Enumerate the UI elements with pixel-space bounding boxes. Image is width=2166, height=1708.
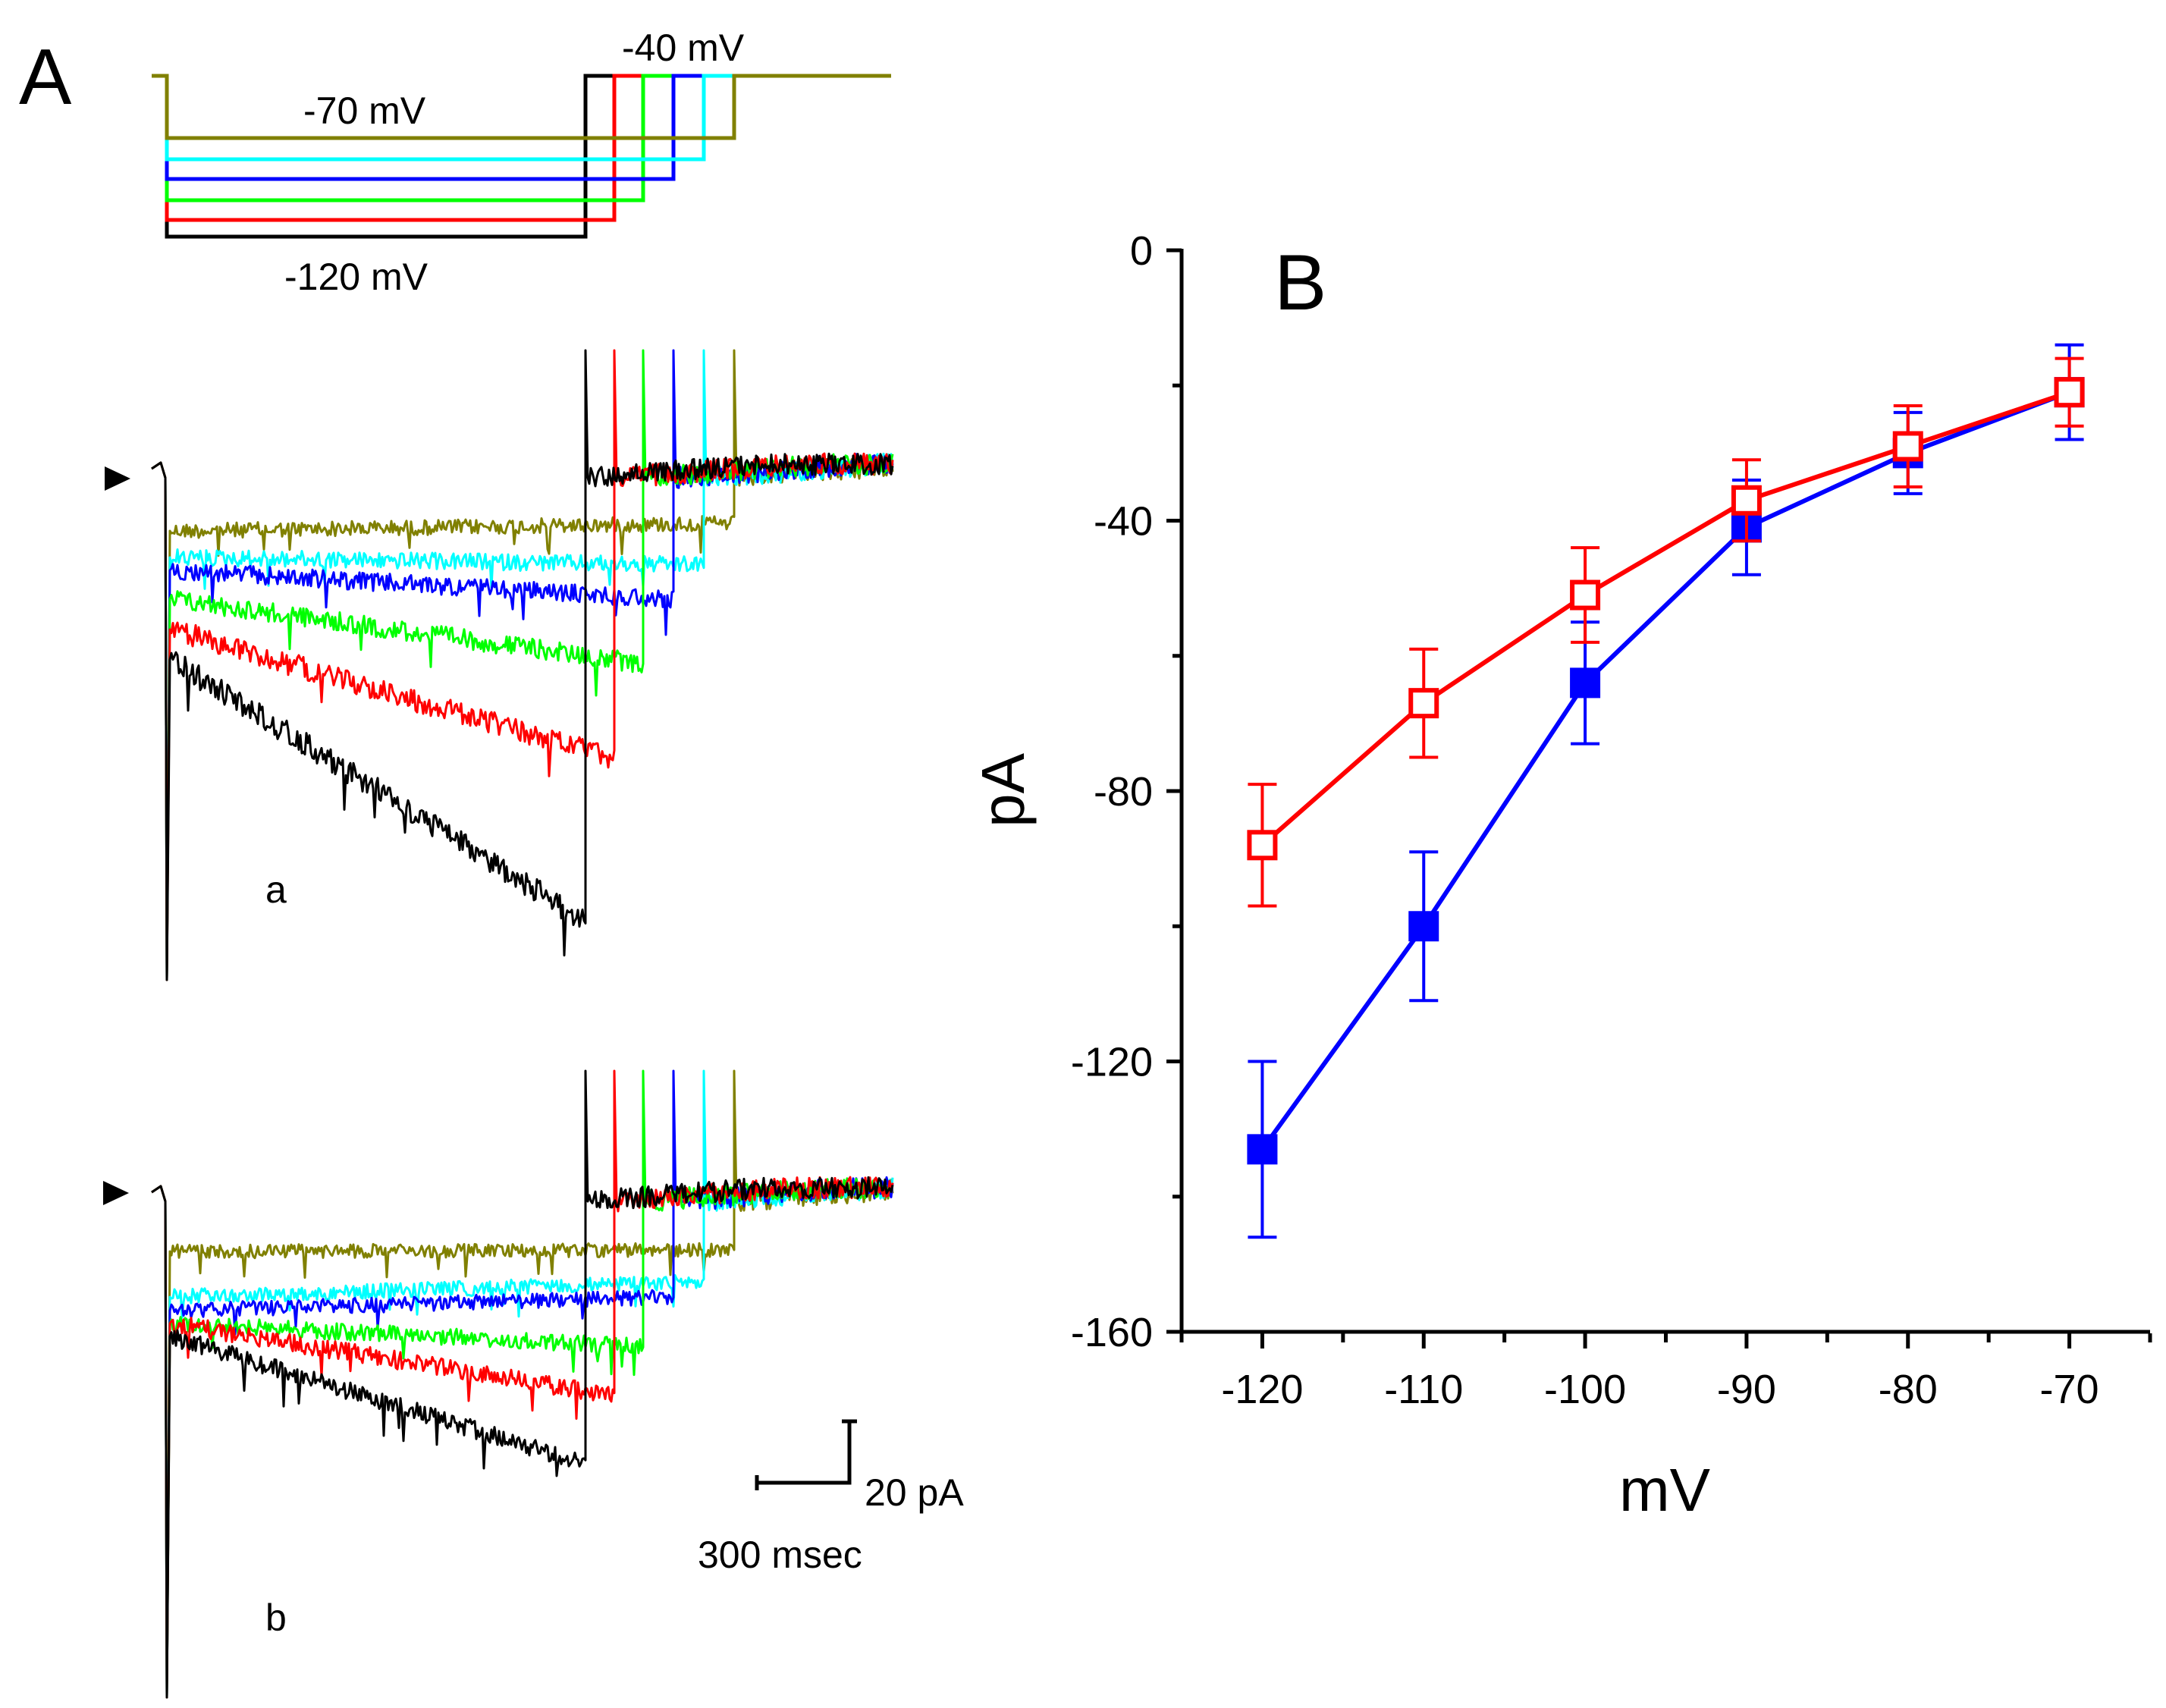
protocol-label-bottom-step: -120 mV <box>284 256 428 298</box>
baseline-marker-b <box>103 1181 129 1205</box>
protocol-step-olive <box>152 74 891 140</box>
y-tick-label: -40 <box>1094 499 1153 545</box>
panel-a-label: A <box>19 33 72 121</box>
panel-b-label: B <box>1274 239 1326 327</box>
x-tick-label: -70 <box>2040 1367 2099 1412</box>
protocol-step-cyan <box>152 74 891 162</box>
scale-bar-time-label: 300 msec <box>698 1534 862 1576</box>
series-blue <box>1247 343 2085 1239</box>
x-ticks: -120 -110 -100 -90 -80 -70 <box>1179 1333 2152 1412</box>
trace-b-trace-olive <box>151 1069 894 1699</box>
trace-a-trace-black <box>151 349 894 981</box>
series-group <box>1247 343 2085 1239</box>
series-red <box>1247 356 2085 908</box>
trace-b-label: b <box>265 1597 287 1639</box>
trace-a-trace-red <box>151 349 894 981</box>
panel-a: A -40 mV -70 mV -120 mV a b 20 pA 300 ms… <box>19 27 964 1699</box>
baseline-marker-a <box>105 466 130 491</box>
y-tick-label: -160 <box>1071 1310 1153 1355</box>
protocol-step-black <box>152 74 891 239</box>
x-tick-label: -80 <box>1879 1367 1938 1412</box>
y-axis-label: pA <box>969 752 1037 827</box>
x-tick-label: -110 <box>1384 1367 1463 1412</box>
series-line <box>1260 390 2070 847</box>
data-point <box>1408 688 1439 719</box>
protocol-label-hold: -40 mV <box>622 27 745 69</box>
data-point <box>1408 911 1439 942</box>
protocol-label-top-step: -70 mV <box>303 89 426 132</box>
data-point <box>1570 579 1601 611</box>
data-point <box>1247 830 1278 861</box>
data-point <box>1247 1134 1278 1165</box>
trace-a-trace-blue <box>151 349 894 981</box>
y-tick-label: -120 <box>1071 1040 1153 1085</box>
panel-b-chart: B 0-40-80-120-160 -120 -110 -100 -90 -80 -70 … <box>969 228 2152 1524</box>
trace-b-trace-black <box>151 1069 894 1699</box>
trace-a-trace-olive <box>151 349 894 981</box>
x-tick-label: -90 <box>1717 1367 1776 1412</box>
scale-bar: 20 pA 300 msec <box>698 1419 964 1576</box>
data-point <box>1892 431 1923 462</box>
trace-b-trace-red <box>151 1069 894 1699</box>
data-point <box>2054 377 2085 408</box>
current-traces-a <box>151 349 894 981</box>
current-traces-b <box>151 1069 894 1699</box>
trace-a-label: a <box>265 868 287 911</box>
data-point <box>1731 485 1762 516</box>
x-tick-label: -120 <box>1221 1367 1303 1412</box>
y-tick-label: -80 <box>1094 769 1153 815</box>
data-point <box>1570 667 1601 699</box>
scale-bar-current-label: 20 pA <box>865 1471 964 1514</box>
y-ticks: 0 -40 -80 -120 -160 <box>1071 228 1182 1355</box>
x-axis-label: mV <box>1619 1456 1711 1524</box>
series-line <box>1260 390 2070 1151</box>
protocol-step-blue <box>152 74 891 181</box>
x-tick-label: -100 <box>1544 1367 1626 1412</box>
voltage-protocol <box>152 74 891 239</box>
y-tick-label: 0 <box>1130 228 1153 274</box>
